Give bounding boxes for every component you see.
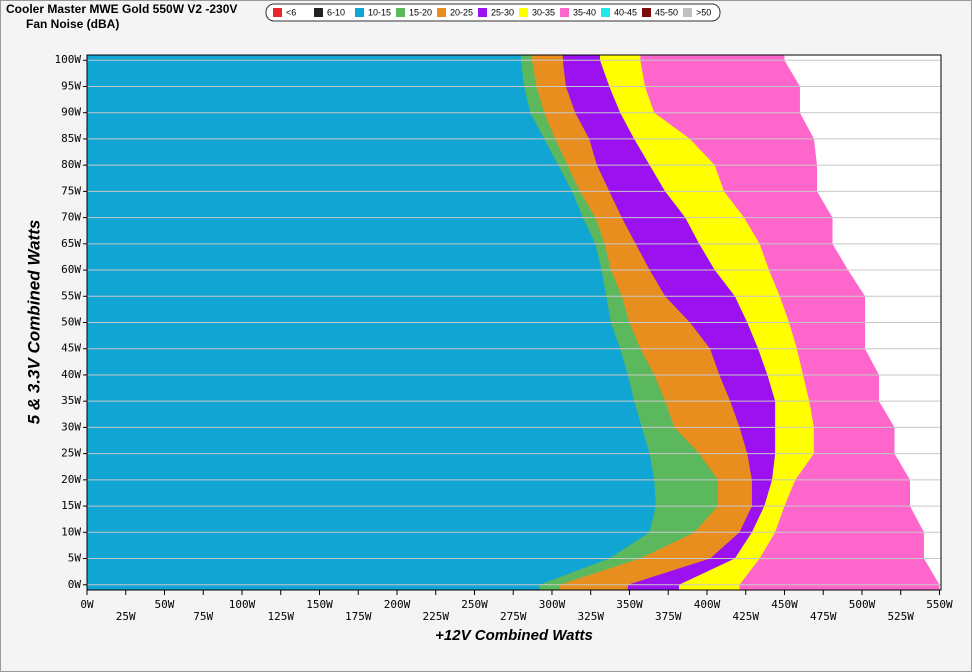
- x-tick-label: 0W: [80, 598, 94, 611]
- legend-swatch: [519, 8, 528, 17]
- x-tick-label: 100W: [229, 598, 256, 611]
- y-tick-label: 30W: [61, 420, 81, 433]
- y-axis-label: 5 & 3.3V Combined Watts: [24, 220, 43, 425]
- y-tick-label: 20W: [61, 473, 81, 486]
- y-tick-label: 0W: [68, 578, 82, 591]
- chart-subtitle: Fan Noise (dBA): [26, 17, 119, 31]
- legend-label: <6: [286, 7, 296, 17]
- x-tick-label: 525W: [887, 610, 914, 623]
- x-tick-label: 350W: [616, 598, 643, 611]
- legend-label: 10-15: [368, 7, 391, 17]
- legend-label: 6-10: [327, 7, 345, 17]
- legend-swatch: [314, 8, 323, 17]
- legend-label: 25-30: [491, 7, 514, 17]
- y-tick-label: 40W: [61, 368, 81, 381]
- y-tick-label: 45W: [61, 342, 81, 355]
- legend-swatch: [396, 8, 405, 17]
- y-tick-label: 85W: [61, 132, 81, 145]
- x-tick-label: 150W: [306, 598, 333, 611]
- x-tick-label: 275W: [500, 610, 527, 623]
- y-tick-label: 25W: [61, 447, 81, 460]
- plot-border: [86, 54, 942, 591]
- y-tick-label: 75W: [61, 184, 81, 197]
- x-tick-label: 175W: [345, 610, 372, 623]
- x-tick-label: 450W: [771, 598, 798, 611]
- y-tick-label: 15W: [61, 499, 81, 512]
- legend-label: 30-35: [532, 7, 555, 17]
- x-tick-label: 475W: [810, 610, 837, 623]
- legend-swatch: [437, 8, 446, 17]
- y-tick-label: 70W: [61, 211, 81, 224]
- y-tick-label: 95W: [61, 79, 81, 92]
- legend-swatch: [273, 8, 282, 17]
- y-tick-label: 10W: [61, 525, 81, 538]
- y-tick-label: 90W: [61, 106, 81, 119]
- y-tick-label: 60W: [61, 263, 81, 276]
- chart-title: Cooler Master MWE Gold 550W V2 -230V: [6, 2, 237, 16]
- x-tick-label: 375W: [655, 610, 682, 623]
- legend-swatch: [683, 8, 692, 17]
- legend-swatch: [642, 8, 651, 17]
- x-tick-label: 225W: [422, 610, 449, 623]
- x-tick-label: 425W: [732, 610, 759, 623]
- y-tick-label: 55W: [61, 289, 81, 302]
- legend-label: 15-20: [409, 7, 432, 17]
- x-tick-label: 50W: [155, 598, 175, 611]
- y-tick-label: 35W: [61, 394, 81, 407]
- y-tick-label: 5W: [68, 552, 82, 565]
- x-tick-label: 325W: [577, 610, 604, 623]
- x-tick-label: 200W: [384, 598, 411, 611]
- x-tick-label: 400W: [694, 598, 721, 611]
- y-tick-label: 65W: [61, 237, 81, 250]
- x-tick-label: 250W: [461, 598, 488, 611]
- legend-label: 20-25: [450, 7, 473, 17]
- y-tick-label: 80W: [61, 158, 81, 171]
- x-axis-label: +12V Combined Watts: [435, 627, 593, 644]
- legend-swatch: [560, 8, 569, 17]
- legend-label: 40-45: [614, 7, 637, 17]
- legend-label: 45-50: [655, 7, 678, 17]
- x-tick-label: 25W: [116, 610, 136, 623]
- legend-swatch: [478, 8, 487, 17]
- y-tick-label: 100W: [55, 53, 82, 66]
- legend-swatch: [601, 8, 610, 17]
- legend-label: >50: [696, 7, 711, 17]
- x-tick-label: 75W: [193, 610, 213, 623]
- x-tick-label: 300W: [539, 598, 566, 611]
- legend-swatch: [355, 8, 364, 17]
- x-tick-label: 125W: [267, 610, 294, 623]
- x-tick-label: 500W: [849, 598, 876, 611]
- y-tick-label: 50W: [61, 316, 81, 329]
- legend-label: 35-40: [573, 7, 596, 17]
- x-tick-label: 550W: [926, 598, 953, 611]
